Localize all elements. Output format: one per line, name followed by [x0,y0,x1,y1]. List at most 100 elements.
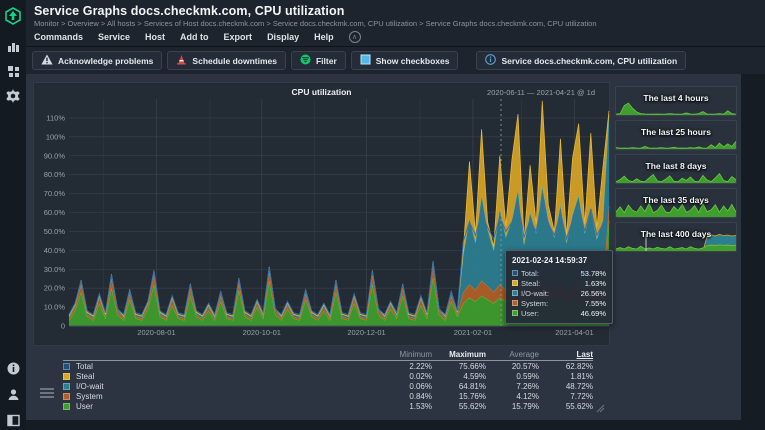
customize-grid-icon[interactable] [0,60,26,82]
menu-item-display[interactable]: Display [267,32,299,42]
page-header: Service Graphs docs.checkmk.com, CPU uti… [26,0,765,28]
toolbar-button-show-checkboxes[interactable]: Show checkboxes [351,51,459,70]
legend-row-user: User1.53%55.62%15.79%55.62% [63,401,593,411]
tooltip-row: Total:53.78% [512,268,606,278]
legend-value: 48.72% [539,382,593,391]
toolbar-button-service-docs-checkmk-com-cpu-utilization[interactable]: Service docs.checkmk.com, CPU utilizatio… [476,51,686,70]
legend-column-average[interactable]: Average [486,350,539,359]
timerange-graph-the-last-4-hours[interactable]: The last 4 hours [615,86,737,116]
legend-value: 7.26% [486,382,539,391]
svg-text:100%: 100% [46,132,66,141]
legend-value: 55.62% [539,402,593,411]
legend-value: 1.81% [539,372,593,381]
tooltip-row: I/O-wait:26.56% [512,288,606,298]
graph-legend-table: MinimumMaximumAverageLastTotal2.22%75.66… [63,350,593,411]
series-color-swatch [512,280,518,286]
svg-text:60.0%: 60.0% [44,208,66,217]
series-color-swatch [63,403,70,410]
svg-text:40.0%: 40.0% [44,246,66,255]
svg-text:2020-10-01: 2020-10-01 [243,328,281,337]
checkbox-icon [360,52,371,70]
svg-text:2020-12-01: 2020-12-01 [347,328,385,337]
legend-header-row: MinimumMaximumAverageLast [63,350,593,361]
user-icon[interactable] [0,383,26,405]
series-name: System [76,392,103,401]
timerange-label: The last 8 days [616,161,736,171]
monitor-barchart-icon[interactable] [0,35,26,57]
series-name: Total [76,362,93,371]
menu-item-export[interactable]: Export [224,32,253,42]
page-title: Service Graphs docs.checkmk.com, CPU uti… [34,4,344,18]
svg-text:0: 0 [61,322,65,331]
legend-menu-handle[interactable] [40,388,54,400]
toolbar-button-schedule-downtimes[interactable]: Schedule downtimes [167,51,286,70]
timerange-label: The last 35 days [616,195,736,205]
legend-column-minimum[interactable]: Minimum [378,350,432,359]
svg-text:2021-02-01: 2021-02-01 [454,328,492,337]
series-color-swatch [63,363,70,370]
svg-text:30.0%: 30.0% [44,265,66,274]
legend-row-steal: Steal0.02%4.59%0.59%1.81% [63,371,593,381]
left-sidebar [0,0,26,430]
legend-value: 7.72% [539,392,593,401]
checkmk-app: Service Graphs docs.checkmk.com, CPU uti… [0,0,765,430]
timerange-graph-the-last-8-days[interactable]: The last 8 days [615,154,737,184]
timerange-graph-the-last-400-days[interactable]: The last 400 days [615,222,737,252]
menu-item-commands[interactable]: Commands [34,32,83,42]
info-icon[interactable] [0,357,26,379]
setup-gear-icon[interactable] [0,85,26,107]
svg-text:80.0%: 80.0% [44,170,66,179]
legend-value: 15.76% [432,392,486,401]
legend-value: 0.84% [378,392,432,401]
series-name: Steal [76,372,94,381]
legend-row-total: Total2.22%75.66%20.57%62.82% [63,361,593,371]
menu-collapse-icon[interactable]: ∧ [349,31,361,43]
toolbar-button-filter[interactable]: Filter [291,51,346,70]
menu-item-host[interactable]: Host [145,32,165,42]
series-color-swatch [512,270,518,276]
checkmk-logo[interactable] [0,5,26,27]
legend-value: 2.22% [378,362,432,371]
legend-column-maximum[interactable]: Maximum [432,350,486,359]
main-content: CPU utilization 2020-06-11 — 2021-04-21 … [26,74,741,420]
svg-text:10.0%: 10.0% [44,303,66,312]
svg-text:2020-08-01: 2020-08-01 [137,328,175,337]
timerange-label: The last 400 days [616,229,736,239]
legend-value: 1.53% [378,402,432,411]
sidebar-toggle-icon[interactable] [0,409,26,430]
legend-value: 15.79% [486,402,539,411]
series-color-swatch [512,300,518,306]
legend-value: 4.12% [486,392,539,401]
legend-column-last[interactable]: Last [539,350,593,359]
timerange-label: The last 4 hours [616,93,736,103]
toolbar-button-acknowledge-problems[interactable]: Acknowledge problems [32,51,162,70]
tooltip-row: User:46.69% [512,308,606,318]
menu-item-add-to[interactable]: Add to [180,32,209,42]
svg-text:2021-04-01: 2021-04-01 [555,328,593,337]
svg-text:20.0%: 20.0% [44,284,66,293]
legend-value: 62.82% [539,362,593,371]
series-color-swatch [512,290,518,296]
timerange-graphs-column: The last 4 hours The last 25 hours The las… [615,86,737,256]
series-color-swatch [63,383,70,390]
toolbar: Acknowledge problems Schedule downtimes Fi… [26,47,765,74]
legend-value: 4.59% [432,372,486,381]
svg-text:110%: 110% [46,113,65,122]
series-name: User [76,402,93,411]
filter-funnel-icon [300,52,311,70]
timerange-graph-the-last-25-hours[interactable]: The last 25 hours [615,120,737,150]
legend-row-system: System 0.84%15.76%4.12%7.72% [63,391,593,401]
legend-row-i-o-wait: I/O-wait0.06%64.81%7.26%48.72% [63,381,593,391]
menu-bar: Commands Service Host Add to Export Display He… [26,28,765,47]
timerange-graph-the-last-35-days[interactable]: The last 35 days [615,188,737,218]
tooltip-row: Steal:1.63% [512,278,606,288]
resize-handle-icon[interactable] [596,404,605,413]
tooltip-row: System:7.55% [512,298,606,308]
menu-item-help[interactable]: Help [314,32,334,42]
legend-value: 0.59% [486,372,539,381]
menu-item-service[interactable]: Service [98,32,130,42]
chart-date-range: 2020-06-11 — 2021-04-21 @ 1d [487,88,595,97]
svg-text:90.0%: 90.0% [44,151,66,160]
legend-value: 55.62% [432,402,486,411]
breadcrumb: Monitor > Overview > All hosts > Service… [34,19,597,28]
